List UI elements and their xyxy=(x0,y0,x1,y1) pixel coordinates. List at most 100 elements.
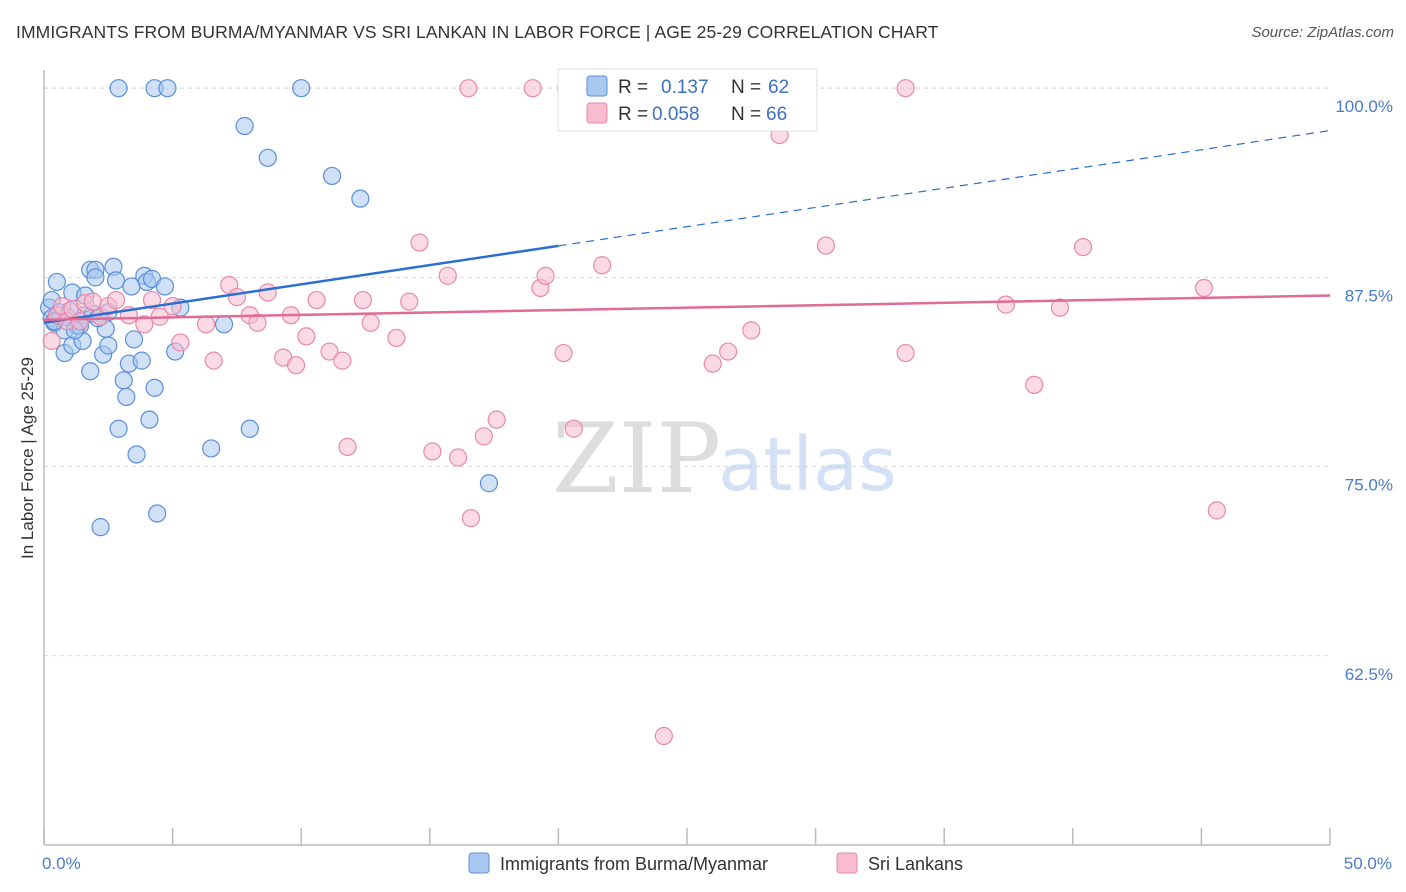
data-point xyxy=(214,315,234,334)
data-point xyxy=(117,387,136,407)
data-point xyxy=(351,189,370,208)
data-point xyxy=(474,427,493,446)
data-point xyxy=(145,378,164,397)
legend-r-label-pink: R = xyxy=(618,104,648,125)
legend-r-label-blue: R = xyxy=(618,77,648,98)
data-point xyxy=(487,410,506,429)
data-point xyxy=(703,354,722,373)
data-point xyxy=(654,726,673,746)
data-point xyxy=(400,292,419,311)
watermark-zip: ZIP xyxy=(552,403,721,515)
data-point xyxy=(171,333,190,352)
data-point xyxy=(99,336,118,355)
legend-n-label-blue: N = xyxy=(731,77,761,98)
data-point xyxy=(1207,501,1226,520)
data-point xyxy=(142,290,162,310)
data-point xyxy=(410,233,429,252)
data-point xyxy=(227,287,246,307)
y-tick-label-0: 62.5% xyxy=(1345,665,1393,684)
trend-lines xyxy=(43,129,1331,325)
data-point xyxy=(307,290,326,310)
data-point xyxy=(333,351,352,370)
trend-line-burma-extension xyxy=(558,129,1331,247)
data-point xyxy=(353,290,373,310)
source-label: Source: ZipAtlas.com xyxy=(1251,24,1394,41)
data-point xyxy=(387,328,406,348)
data-point xyxy=(479,474,499,493)
data-point xyxy=(109,79,128,98)
data-point xyxy=(158,79,177,98)
data-point xyxy=(47,272,66,292)
data-point xyxy=(1050,298,1070,317)
series-burma-points xyxy=(40,79,499,537)
data-point xyxy=(719,342,738,361)
data-point xyxy=(235,116,254,136)
bottom-legend-label-pink: Sri Lankans xyxy=(868,854,963,874)
data-point xyxy=(258,283,277,302)
data-point xyxy=(148,504,167,523)
gridlines xyxy=(44,87,1330,657)
data-point xyxy=(196,315,216,334)
data-point xyxy=(258,148,277,167)
data-point xyxy=(163,297,182,316)
data-point xyxy=(996,295,1016,314)
x-tick-label-min: 0.0% xyxy=(42,854,81,873)
x-tick-marks xyxy=(43,828,1331,845)
data-point xyxy=(423,442,442,461)
data-point xyxy=(523,79,542,98)
y-tick-labels: 62.5% 75.0% 87.5% 100.0% xyxy=(1335,97,1393,684)
data-point xyxy=(135,315,154,334)
data-point xyxy=(109,419,128,438)
data-point xyxy=(1073,237,1093,257)
data-point xyxy=(155,277,174,296)
trend-line-burma xyxy=(43,244,559,325)
data-point xyxy=(292,79,311,98)
data-point xyxy=(448,448,468,467)
data-point xyxy=(114,371,133,390)
data-point xyxy=(140,410,159,429)
data-point xyxy=(106,290,126,310)
data-point xyxy=(816,236,835,255)
data-point xyxy=(438,266,457,285)
data-point xyxy=(593,256,612,275)
stats-legend: R = 0.137 N = 62 R = 0.058 N = 66 xyxy=(557,68,818,132)
data-point xyxy=(132,351,151,370)
series-legend: Immigrants from Burma/Myanmar Sri Lankan… xyxy=(468,852,963,874)
data-point xyxy=(1194,278,1214,298)
data-point xyxy=(106,271,126,290)
data-point xyxy=(297,327,316,346)
data-point xyxy=(896,79,915,98)
data-point xyxy=(83,292,102,311)
y-tick-label-1: 75.0% xyxy=(1345,476,1393,495)
trend-line-srilankan xyxy=(43,294,1331,322)
data-point xyxy=(896,343,915,363)
data-point xyxy=(202,439,221,458)
data-point xyxy=(91,518,110,537)
data-point xyxy=(536,266,555,285)
y-axis-label: In Labor Force | Age 25-29 xyxy=(18,357,37,559)
data-point xyxy=(127,445,146,464)
data-point xyxy=(564,419,583,438)
data-point xyxy=(248,313,267,332)
legend-swatch-pink xyxy=(586,102,608,124)
data-point xyxy=(461,508,481,528)
legend-r-value-pink: 0.058 xyxy=(652,104,700,125)
series-srilankan-points xyxy=(42,79,1226,746)
data-point xyxy=(322,166,342,186)
data-point xyxy=(286,356,306,375)
data-point xyxy=(338,437,357,457)
data-point xyxy=(1025,375,1044,394)
data-point xyxy=(81,362,100,381)
data-point xyxy=(124,330,144,349)
data-point xyxy=(554,343,573,363)
y-tick-label-3: 100.0% xyxy=(1335,97,1393,116)
data-point xyxy=(320,342,339,361)
y-tick-label-2: 87.5% xyxy=(1345,286,1393,305)
bottom-legend-label-blue: Immigrants from Burma/Myanmar xyxy=(500,854,768,874)
data-point xyxy=(204,351,223,370)
data-point xyxy=(86,268,105,287)
bottom-legend-swatch-pink xyxy=(836,852,858,874)
data-point xyxy=(240,419,259,438)
watermark-atlas: atlas xyxy=(718,422,897,508)
legend-n-label-pink: N = xyxy=(731,104,761,125)
